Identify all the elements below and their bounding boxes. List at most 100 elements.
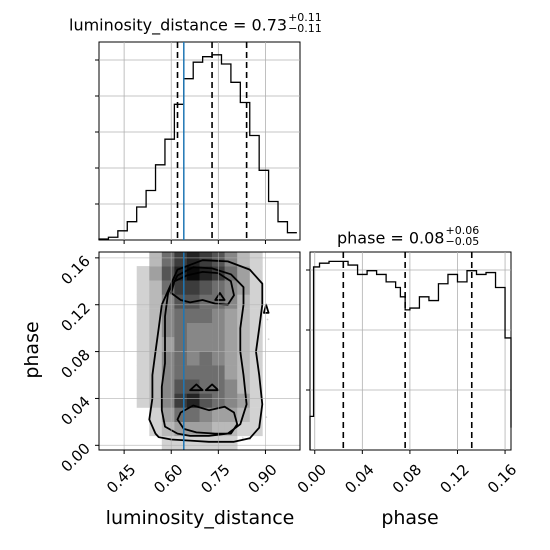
density-cell	[136, 266, 150, 281]
density-cell	[161, 379, 175, 394]
density-cell	[149, 322, 163, 338]
density-cell	[186, 435, 200, 451]
density-cell	[186, 308, 200, 323]
density-cell	[149, 365, 163, 380]
title-name: luminosity_distance	[69, 15, 228, 35]
title-value: 0.73	[251, 15, 288, 35]
density-cell	[249, 294, 263, 309]
density-cell	[186, 393, 200, 408]
density-cell	[224, 393, 238, 408]
density-cell	[136, 322, 150, 338]
joint-ytick-label-0: 0.00	[57, 439, 93, 475]
density-cell	[161, 336, 175, 352]
scatter-point	[241, 437, 244, 439]
density-cell	[199, 308, 213, 323]
density-cell	[149, 280, 163, 295]
density-cell	[149, 379, 163, 394]
density-cell	[199, 365, 213, 380]
density-cell	[237, 421, 251, 437]
scatter-point	[267, 338, 270, 341]
density-cell	[249, 407, 263, 422]
density-cell	[136, 280, 150, 295]
density-cell	[199, 322, 213, 338]
density-cell	[149, 407, 163, 422]
density-cell	[174, 336, 188, 352]
density-cell	[186, 336, 200, 352]
density-cell	[149, 266, 163, 281]
density-cell	[174, 280, 188, 295]
density-cell	[237, 252, 251, 267]
density-cell	[136, 336, 150, 352]
density-cell	[136, 365, 150, 380]
density-cell	[249, 421, 263, 437]
joint-ytick-label-1: 0.04	[57, 393, 93, 429]
density-cell	[224, 308, 238, 323]
density-cell	[199, 252, 213, 267]
density-cell	[237, 379, 251, 394]
density-cell	[224, 322, 238, 338]
density-cell	[199, 351, 213, 366]
density-cell	[249, 322, 263, 338]
density-cell	[149, 252, 163, 267]
density-cell	[161, 393, 175, 408]
density-cell	[249, 252, 263, 267]
density-cell	[224, 379, 238, 394]
joint-xtick-tick-label-1: 0.60	[150, 461, 186, 497]
density-cell	[237, 266, 251, 281]
density-cell	[199, 280, 213, 295]
joint-density-panel: 0.00 0.04 0.08 0.12 0.16 0.45 0.60 0.75 0.90	[57, 251, 301, 497]
scatter-point	[266, 318, 269, 321]
density-cell	[174, 365, 188, 380]
right-panel-frame	[309, 251, 512, 451]
density-cell	[186, 351, 200, 366]
joint-ytick-label-2: 0.08	[57, 346, 93, 382]
title-value: 0.08	[408, 228, 445, 248]
density-cell	[136, 393, 150, 408]
title-minus: −0.05	[445, 235, 480, 248]
density-cell	[237, 351, 251, 366]
density-cell	[237, 336, 251, 352]
luminosity-distance-histogram-line	[98, 54, 297, 240]
density-cell	[161, 252, 175, 267]
density-cell	[174, 322, 188, 338]
top-panel-frame	[98, 41, 301, 241]
density-cell	[136, 351, 150, 366]
density-cell	[249, 393, 263, 408]
density-cell	[174, 379, 188, 394]
luminosity-distance-title: luminosity_distance = 0.73 +0.11 −0.11	[69, 11, 322, 35]
density-cell	[174, 351, 188, 366]
joint-panel-frame	[98, 251, 301, 451]
joint-xtick-tick-label-3: 0.90	[244, 461, 280, 497]
joint-xtick-tick-label-0: 0.45	[103, 461, 139, 497]
right-xtick-tick-label-3: 0.12	[436, 461, 472, 497]
density-cell	[224, 294, 238, 309]
density-cell	[136, 294, 150, 309]
title-name: phase	[337, 228, 386, 248]
luminosity-distance-histogram-panel	[95, 41, 301, 244]
density-cell	[224, 351, 238, 366]
joint-xtick-tick-label-2: 0.75	[197, 461, 233, 497]
density-cell	[224, 407, 238, 422]
density-cell	[161, 351, 175, 366]
density-cell	[199, 266, 213, 281]
right-xtick-tick-label-4: 0.16	[484, 461, 520, 497]
density-cell	[186, 365, 200, 380]
right-xtick-tick-label-0: 0.00	[294, 461, 330, 497]
contour-small-4	[263, 303, 270, 314]
density-cell	[224, 435, 238, 451]
density-cell	[249, 280, 263, 295]
contour-small-1	[189, 383, 204, 392]
contour-small-3	[214, 292, 226, 301]
density-cell	[136, 379, 150, 394]
density-cell	[224, 365, 238, 380]
phase-title: phase = 0.08 +0.06 −0.05	[337, 224, 480, 248]
phase-histogram-line	[309, 260, 512, 450]
density-cell	[186, 421, 200, 437]
density-cell	[136, 308, 150, 323]
right-xtick-tick-label-2: 0.08	[389, 461, 425, 497]
density-cell	[224, 336, 238, 352]
contour-inner-top	[170, 271, 235, 306]
density-cell	[161, 308, 175, 323]
density-cell	[237, 393, 251, 408]
